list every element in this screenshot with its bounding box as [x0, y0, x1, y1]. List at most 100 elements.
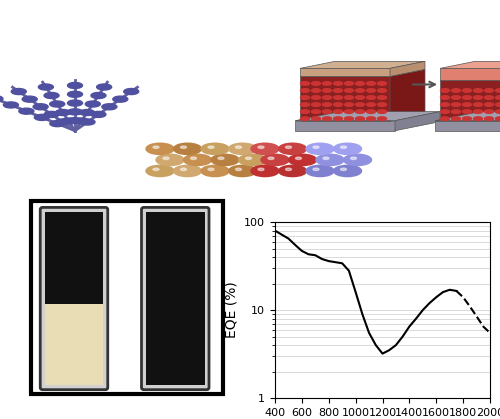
Circle shape: [174, 143, 202, 155]
Polygon shape: [390, 70, 425, 121]
Circle shape: [80, 119, 95, 125]
Circle shape: [312, 89, 320, 92]
Polygon shape: [295, 121, 395, 131]
Circle shape: [366, 89, 376, 92]
Y-axis label: EQE (%): EQE (%): [224, 282, 238, 339]
Polygon shape: [435, 121, 500, 131]
Circle shape: [462, 89, 471, 92]
Circle shape: [68, 83, 82, 88]
Circle shape: [378, 89, 386, 92]
Circle shape: [323, 157, 329, 160]
Polygon shape: [295, 111, 440, 121]
Circle shape: [452, 96, 460, 99]
Circle shape: [4, 102, 18, 108]
Circle shape: [38, 84, 54, 90]
Circle shape: [236, 168, 242, 171]
Circle shape: [306, 143, 334, 155]
Bar: [146, 212, 204, 385]
Circle shape: [228, 143, 256, 155]
Circle shape: [474, 110, 482, 114]
Circle shape: [300, 117, 310, 121]
Circle shape: [484, 89, 494, 92]
Circle shape: [86, 101, 100, 107]
Circle shape: [174, 166, 202, 176]
Circle shape: [474, 89, 482, 92]
Circle shape: [378, 96, 386, 99]
Circle shape: [484, 110, 494, 114]
Circle shape: [356, 110, 364, 114]
Circle shape: [496, 103, 500, 106]
Bar: [45, 212, 104, 304]
Circle shape: [306, 166, 334, 176]
Circle shape: [334, 117, 342, 121]
Circle shape: [340, 146, 346, 148]
Circle shape: [474, 103, 482, 106]
Circle shape: [340, 168, 346, 171]
Circle shape: [378, 110, 386, 114]
Circle shape: [153, 168, 159, 171]
Circle shape: [300, 96, 310, 99]
Circle shape: [452, 110, 460, 114]
Circle shape: [356, 103, 364, 106]
Circle shape: [102, 104, 117, 110]
Circle shape: [286, 168, 292, 171]
Circle shape: [300, 89, 310, 92]
Circle shape: [366, 82, 376, 85]
Circle shape: [496, 96, 500, 99]
Circle shape: [462, 110, 471, 114]
Circle shape: [344, 96, 354, 99]
Circle shape: [124, 88, 139, 95]
Circle shape: [261, 154, 289, 166]
Circle shape: [313, 146, 319, 148]
Circle shape: [0, 96, 3, 102]
Circle shape: [322, 82, 332, 85]
Circle shape: [251, 143, 279, 155]
Circle shape: [153, 146, 159, 148]
Polygon shape: [440, 61, 500, 68]
Circle shape: [440, 103, 450, 106]
Circle shape: [344, 89, 354, 92]
Circle shape: [344, 103, 354, 106]
Circle shape: [440, 96, 450, 99]
Circle shape: [474, 96, 482, 99]
Circle shape: [113, 96, 128, 102]
Circle shape: [74, 118, 89, 124]
Circle shape: [440, 89, 450, 92]
Circle shape: [366, 117, 376, 121]
Circle shape: [91, 111, 106, 117]
Polygon shape: [300, 76, 390, 121]
Circle shape: [44, 111, 59, 117]
Circle shape: [462, 117, 471, 121]
Circle shape: [350, 157, 356, 160]
Circle shape: [462, 103, 471, 106]
Circle shape: [80, 109, 94, 116]
Circle shape: [146, 166, 174, 176]
Circle shape: [296, 157, 302, 160]
Circle shape: [300, 110, 310, 114]
Circle shape: [68, 109, 82, 115]
Circle shape: [236, 146, 242, 148]
Circle shape: [322, 117, 332, 121]
Polygon shape: [440, 73, 500, 80]
Circle shape: [496, 89, 500, 92]
Circle shape: [184, 154, 212, 166]
Circle shape: [56, 109, 70, 116]
Circle shape: [156, 154, 184, 166]
Circle shape: [68, 118, 82, 124]
Polygon shape: [300, 68, 390, 76]
Circle shape: [322, 89, 332, 92]
Circle shape: [180, 146, 186, 148]
Polygon shape: [435, 111, 500, 121]
Circle shape: [452, 89, 460, 92]
Circle shape: [356, 96, 364, 99]
Circle shape: [344, 110, 354, 114]
Circle shape: [22, 96, 37, 102]
Circle shape: [68, 100, 82, 106]
Circle shape: [334, 82, 342, 85]
Circle shape: [246, 157, 252, 160]
Circle shape: [452, 103, 460, 106]
Circle shape: [258, 146, 264, 148]
Circle shape: [474, 117, 482, 121]
Circle shape: [268, 157, 274, 160]
Circle shape: [278, 143, 306, 155]
